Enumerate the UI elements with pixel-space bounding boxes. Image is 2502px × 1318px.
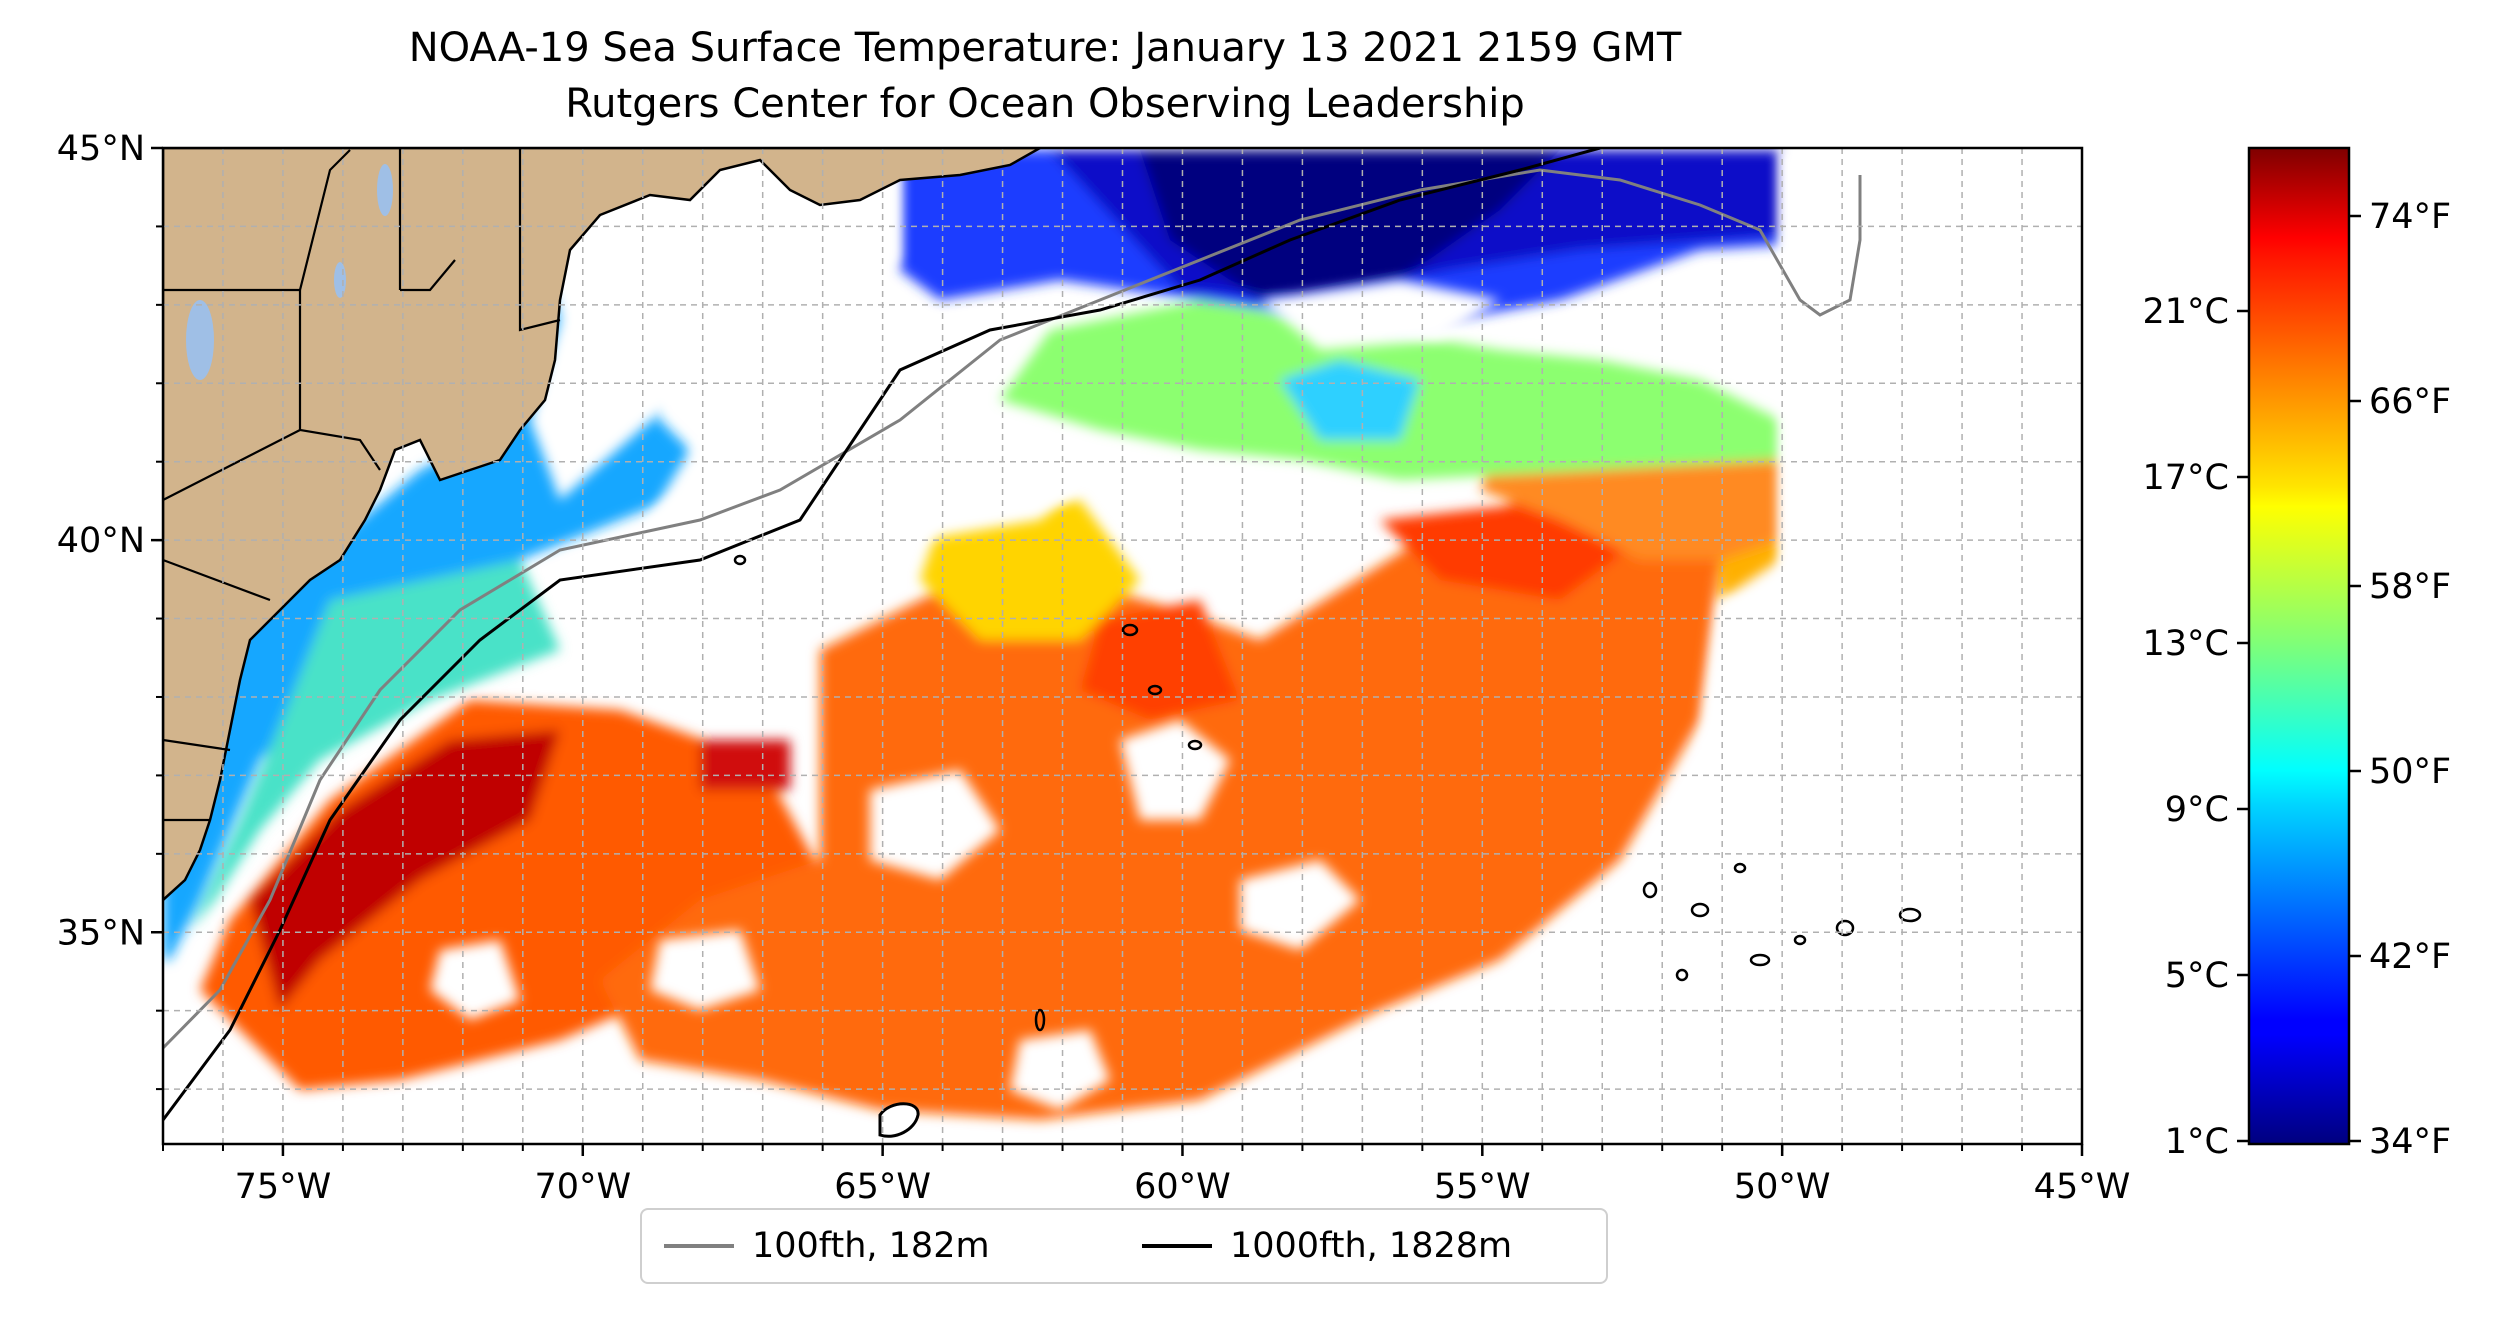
fahrenheit-tick-label: 74°F xyxy=(2369,197,2451,237)
celsius-tick-label: 1°C xyxy=(2165,1122,2229,1162)
y-tick-label: 40°N xyxy=(57,521,145,561)
legend-label-1000fth: 1000fth, 1828m xyxy=(1230,1226,1513,1266)
celsius-tick-label: 21°C xyxy=(2143,292,2229,332)
legend-entry-1000fth: 1000fth, 1828m xyxy=(1142,1224,1512,1268)
inland-lakes xyxy=(186,164,393,380)
x-tick-label: 55°W xyxy=(1434,1167,1531,1207)
fahrenheit-tick-label: 34°F xyxy=(2369,1122,2451,1162)
map-panel xyxy=(161,146,2084,1146)
map-subtitle: Rutgers Center for Ocean Observing Leade… xyxy=(565,81,1525,127)
map-axes: 75°W 70°W 65°W 60°W 55°W 50°W 45°W 45°N 40°N 35°N xyxy=(57,129,2131,1207)
land-mass xyxy=(163,148,1043,902)
contour-1000fth xyxy=(163,148,1601,1121)
x-tick-label: 50°W xyxy=(1734,1167,1831,1207)
contour-100fth xyxy=(163,168,1862,1050)
colorbar-ticks: 21°C 17°C 13°C 9°C 5°C 1°C 74°F 66°F 58°F 50°F 42°… xyxy=(2143,197,2452,1162)
x-tick-label: 75°W xyxy=(235,1167,332,1207)
contour-legend: 100fth, 182m 1000fth, 1828m xyxy=(640,1208,1608,1284)
legend-swatch-100fth xyxy=(664,1244,734,1248)
map-gridlines xyxy=(163,148,2082,1144)
legend-entry-100fth: 100fth, 182m xyxy=(664,1224,990,1268)
y-tick-label: 35°N xyxy=(57,913,145,953)
x-tick-label: 65°W xyxy=(834,1167,931,1207)
y-tick-label: 45°N xyxy=(57,129,145,169)
colorbar: 21°C 17°C 13°C 9°C 5°C 1°C 74°F 66°F 58°F 50°F 42°… xyxy=(2143,146,2452,1162)
x-tick-label: 60°W xyxy=(1134,1167,1231,1207)
colorbar-gradient xyxy=(2247,146,2351,1146)
celsius-tick-label: 13°C xyxy=(2143,624,2229,664)
fahrenheit-tick-label: 50°F xyxy=(2369,752,2451,792)
celsius-tick-label: 9°C xyxy=(2165,790,2229,830)
bermuda-contour xyxy=(878,1102,920,1138)
seamount-contours xyxy=(733,554,1922,1032)
no-data-mask xyxy=(430,150,2082,1144)
state-borders xyxy=(163,148,561,822)
celsius-tick-label: 17°C xyxy=(2143,458,2229,498)
fahrenheit-tick-label: 42°F xyxy=(2369,937,2451,977)
x-tick-label: 45°W xyxy=(2034,1167,2131,1207)
map-title: NOAA-19 Sea Surface Temperature: January… xyxy=(408,25,1682,71)
fahrenheit-tick-label: 66°F xyxy=(2369,382,2451,422)
x-tick-label: 70°W xyxy=(534,1167,631,1207)
legend-swatch-1000fth xyxy=(1142,1244,1212,1248)
celsius-tick-label: 5°C xyxy=(2165,956,2229,996)
fahrenheit-tick-label: 58°F xyxy=(2369,567,2451,607)
legend-label-100fth: 100fth, 182m xyxy=(752,1226,990,1266)
